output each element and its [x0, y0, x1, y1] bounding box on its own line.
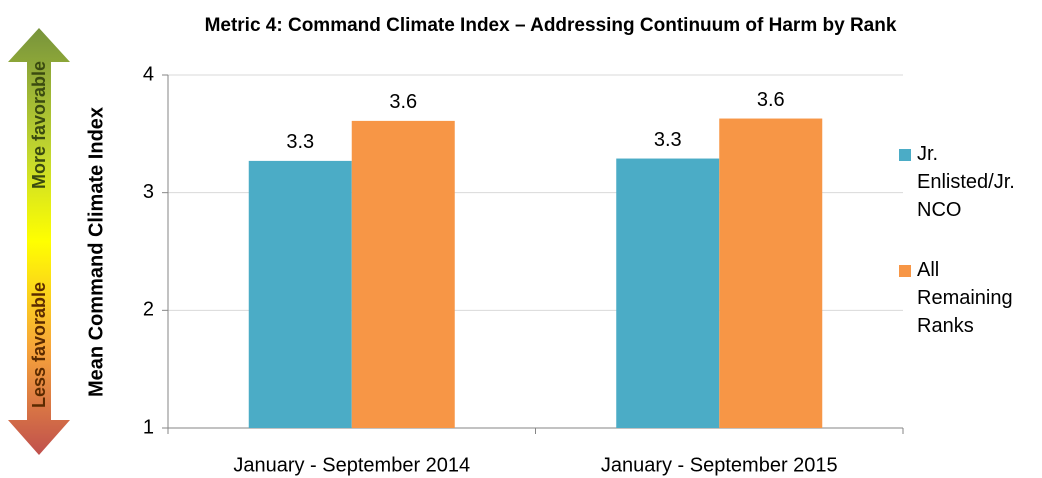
y-axis-label: Mean Command Climate Index — [85, 107, 107, 397]
y-tick-label: 3 — [143, 181, 154, 203]
legend-swatch — [899, 149, 911, 161]
bar — [616, 158, 720, 428]
value-label: 3.6 — [389, 91, 417, 113]
annotation: More favorable — [29, 61, 49, 189]
bar — [351, 120, 455, 428]
chart-title: Metric 4: Command Climate Index – Addres… — [204, 15, 897, 36]
annotation: Less favorable — [29, 282, 49, 408]
y-tick-label: 2 — [143, 299, 154, 321]
legend-label: All Remaining Ranks — [917, 259, 1013, 337]
x-tick-label: January - September 2015 — [601, 454, 838, 476]
value-label: 3.3 — [654, 129, 682, 151]
legend-item: All Remaining Ranks — [899, 256, 1021, 340]
y-tick-label: 1 — [143, 416, 154, 438]
y-tick-label: 4 — [143, 63, 154, 85]
bar — [719, 118, 823, 428]
value-label: 3.6 — [757, 89, 785, 111]
value-label: 3.3 — [286, 131, 314, 153]
x-tick-label: January - September 2014 — [233, 454, 470, 476]
legend-label: Jr. Enlisted/Jr. NCO — [917, 143, 1015, 221]
bar — [248, 160, 352, 428]
legend-swatch — [899, 265, 911, 277]
favorability-arrow — [8, 28, 70, 455]
legend-item: Jr. Enlisted/Jr. NCO — [899, 140, 1021, 224]
